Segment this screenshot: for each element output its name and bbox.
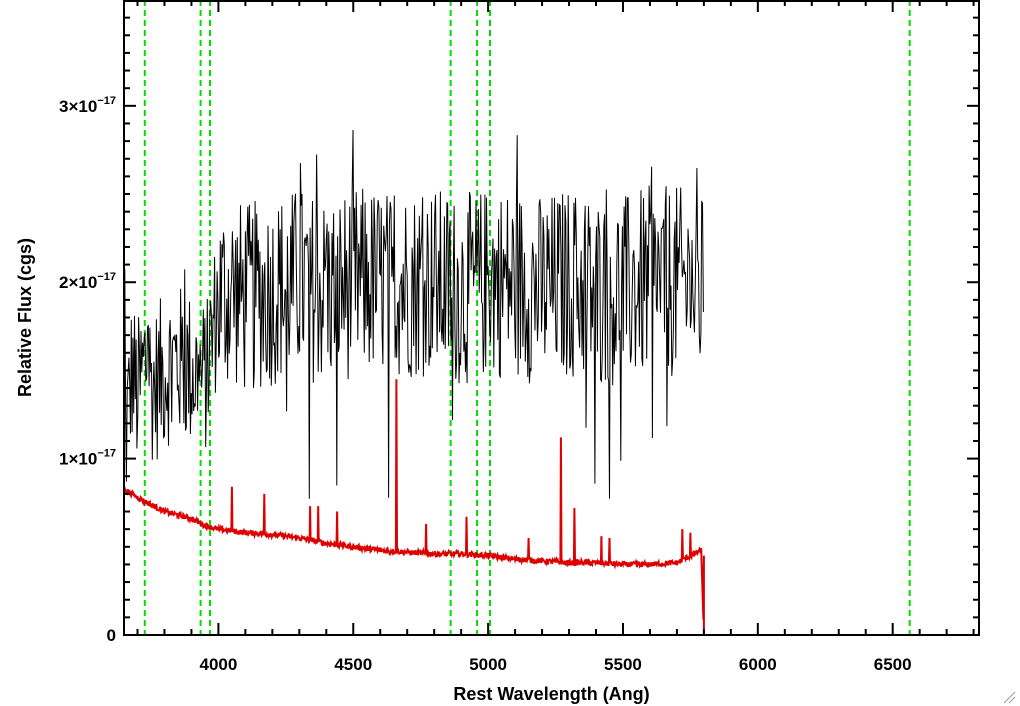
x-tick-label: 4000 [199,655,237,674]
marker-lines [143,0,911,635]
x-tick-label: 6500 [874,655,912,674]
y-tick-label: 1×10−17 [59,448,116,469]
y-tick-label: 0 [107,626,116,645]
axis-ticks [124,0,979,636]
x-tick-label: 5000 [469,655,507,674]
plot-frame [123,0,980,636]
series-model [123,379,979,636]
x-tick-label: 4500 [334,655,372,674]
series-observed [123,129,704,499]
x-tick-label: 6000 [739,655,777,674]
x-axis-title: Rest Wavelength (Ang) [453,684,649,704]
model-spectrum-line [123,379,979,636]
y-tick-label: 2×10−17 [59,271,116,292]
x-tick-labels: 4000 4500 5000 5500 6000 6500 [199,655,911,674]
resize-grip-icon[interactable] [1002,690,1016,704]
observed-spectrum-line [123,129,704,499]
y-tick-label: 3×10−17 [59,95,116,116]
y-axis-title: Relative Flux (cgs) [15,238,35,397]
x-tick-label: 5500 [604,655,642,674]
y-tick-labels: 0 1×10−17 2×10−17 3×10−17 [59,95,116,645]
